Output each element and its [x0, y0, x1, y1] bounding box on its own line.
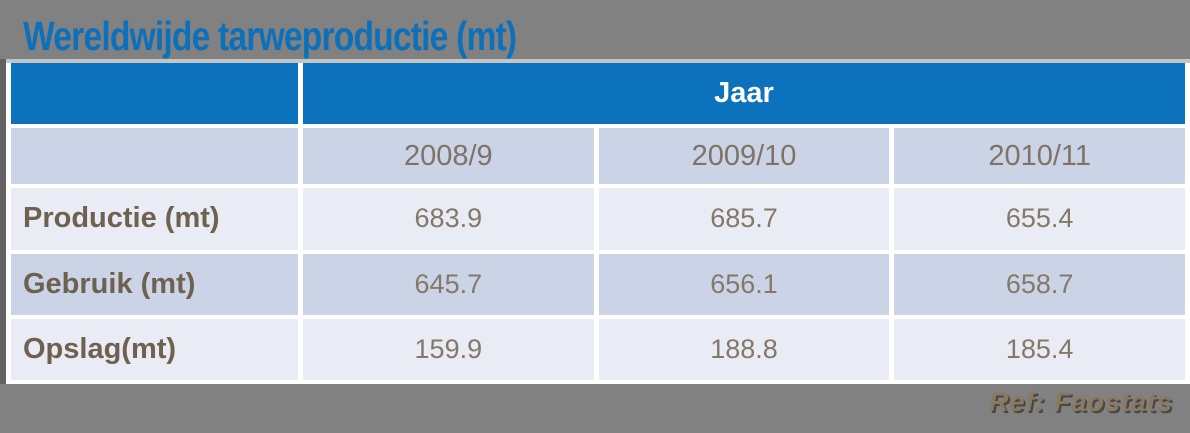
table-row-gebruik: Gebruik (mt) 645.7 656.1 658.7 — [11, 253, 1185, 315]
header-jaar-cell: Jaar — [303, 63, 1185, 125]
wheat-production-table: Jaar 2008/9 2009/10 2010/11 Productie (m… — [0, 59, 1190, 384]
table-cell: 188.8 — [598, 318, 890, 380]
table-row-opslag: Opslag(mt) 159.9 188.8 185.4 — [11, 318, 1185, 380]
year-row-empty-cell — [11, 128, 298, 185]
year-header-row: 2008/9 2009/10 2010/11 — [11, 128, 1185, 185]
year-column-header: 2008/9 — [303, 128, 594, 185]
row-label: Productie (mt) — [11, 188, 298, 250]
page-title: Wereldwijde tarweproductie (mt) — [23, 13, 517, 59]
header-corner-cell — [11, 63, 298, 125]
table-cell: 683.9 — [303, 188, 594, 250]
table-cell: 645.7 — [303, 253, 594, 315]
source-reference: Ref: Faostats — [988, 387, 1173, 417]
table-cell: 655.4 — [894, 188, 1185, 250]
table-cell: 658.7 — [894, 253, 1185, 315]
table-header-row: Jaar — [11, 63, 1185, 125]
data-table: Jaar 2008/9 2009/10 2010/11 Productie (m… — [6, 59, 1190, 384]
table-cell: 185.4 — [894, 318, 1185, 380]
table-row-productie: Productie (mt) 683.9 685.7 655.4 — [11, 188, 1185, 250]
table-cell: 656.1 — [598, 253, 890, 315]
row-label: Gebruik (mt) — [11, 253, 298, 315]
row-label: Opslag(mt) — [11, 318, 298, 380]
year-column-header: 2010/11 — [894, 128, 1185, 185]
table-cell: 159.9 — [303, 318, 594, 380]
table-cell: 685.7 — [598, 188, 890, 250]
year-column-header: 2009/10 — [598, 128, 890, 185]
